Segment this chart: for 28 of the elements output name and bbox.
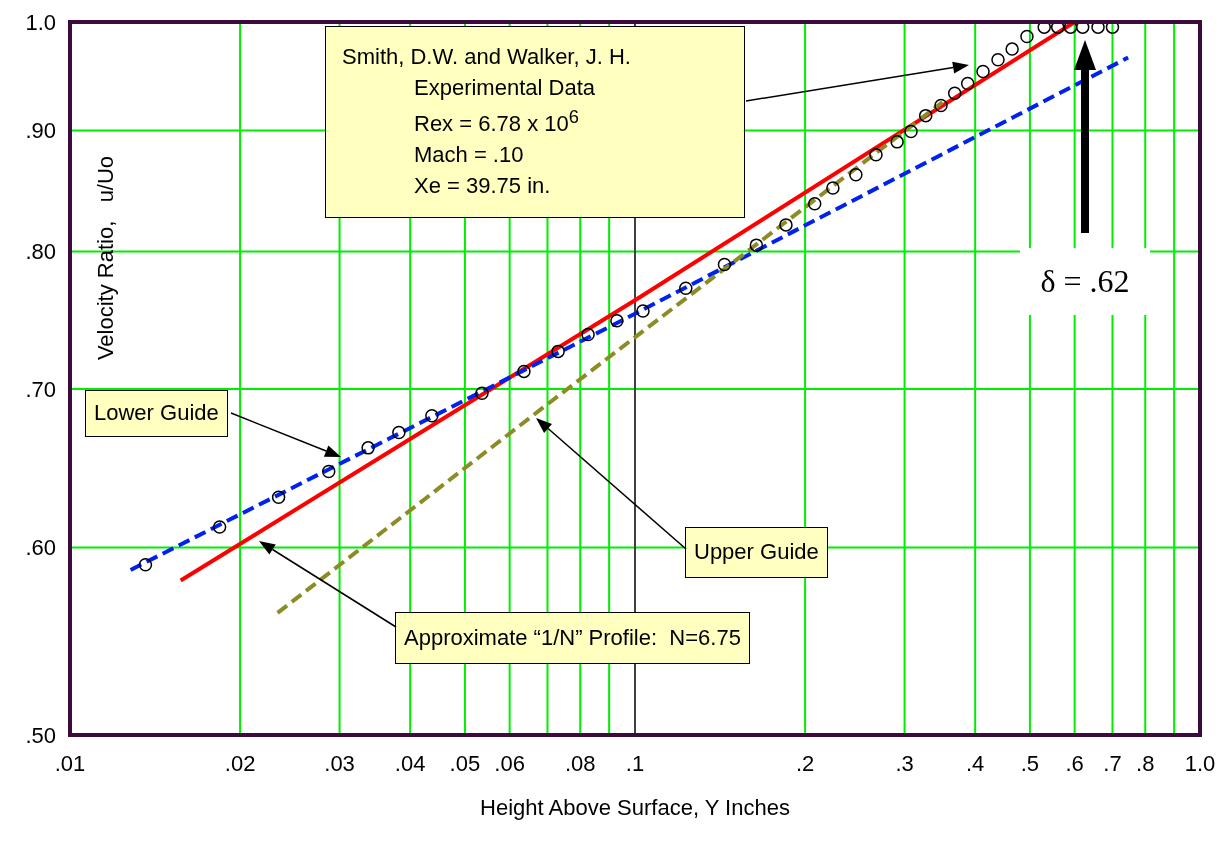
- x-tick-label: .5: [1020, 750, 1040, 776]
- x-axis-title: Height Above Surface, Y Inches: [480, 795, 790, 820]
- x-tick-label: .04: [394, 750, 426, 776]
- x-tick-label: .3: [895, 750, 914, 776]
- x-tick-label: .4: [965, 750, 985, 776]
- y-tick-label: .80: [25, 239, 56, 265]
- x-tick-label: .03: [324, 750, 355, 776]
- annotation: Approximate “1/N” Profile: N=6.75: [404, 623, 741, 652]
- x-tick-label: 1.0: [1184, 750, 1216, 776]
- x-tick-label: .2: [795, 750, 815, 776]
- y-tick-label: .60: [25, 535, 56, 561]
- x-tick-label: .8: [1136, 750, 1155, 776]
- annotation: δ = .62: [1040, 262, 1130, 302]
- x-tick-label: .02: [224, 750, 256, 776]
- y-tick-label: .90: [25, 118, 56, 144]
- x-tick-label: .7: [1103, 750, 1122, 776]
- x-tick-label: .08: [564, 750, 596, 776]
- annotation: Upper Guide: [694, 538, 819, 567]
- y-axis-title: Velocity Ratio, u/Uo: [93, 155, 119, 361]
- x-tick-label: .6: [1065, 750, 1084, 776]
- x-tick-label: .05: [449, 750, 481, 776]
- annotation: Lower Guide: [94, 399, 219, 428]
- y-tick-label: .70: [25, 376, 56, 402]
- y-tick-label: 1.0: [25, 9, 56, 35]
- y-tick-label: .50: [25, 722, 56, 748]
- x-tick-label: .1: [625, 750, 645, 776]
- x-tick-label: .01: [54, 750, 86, 776]
- x-tick-label: .06: [494, 750, 525, 776]
